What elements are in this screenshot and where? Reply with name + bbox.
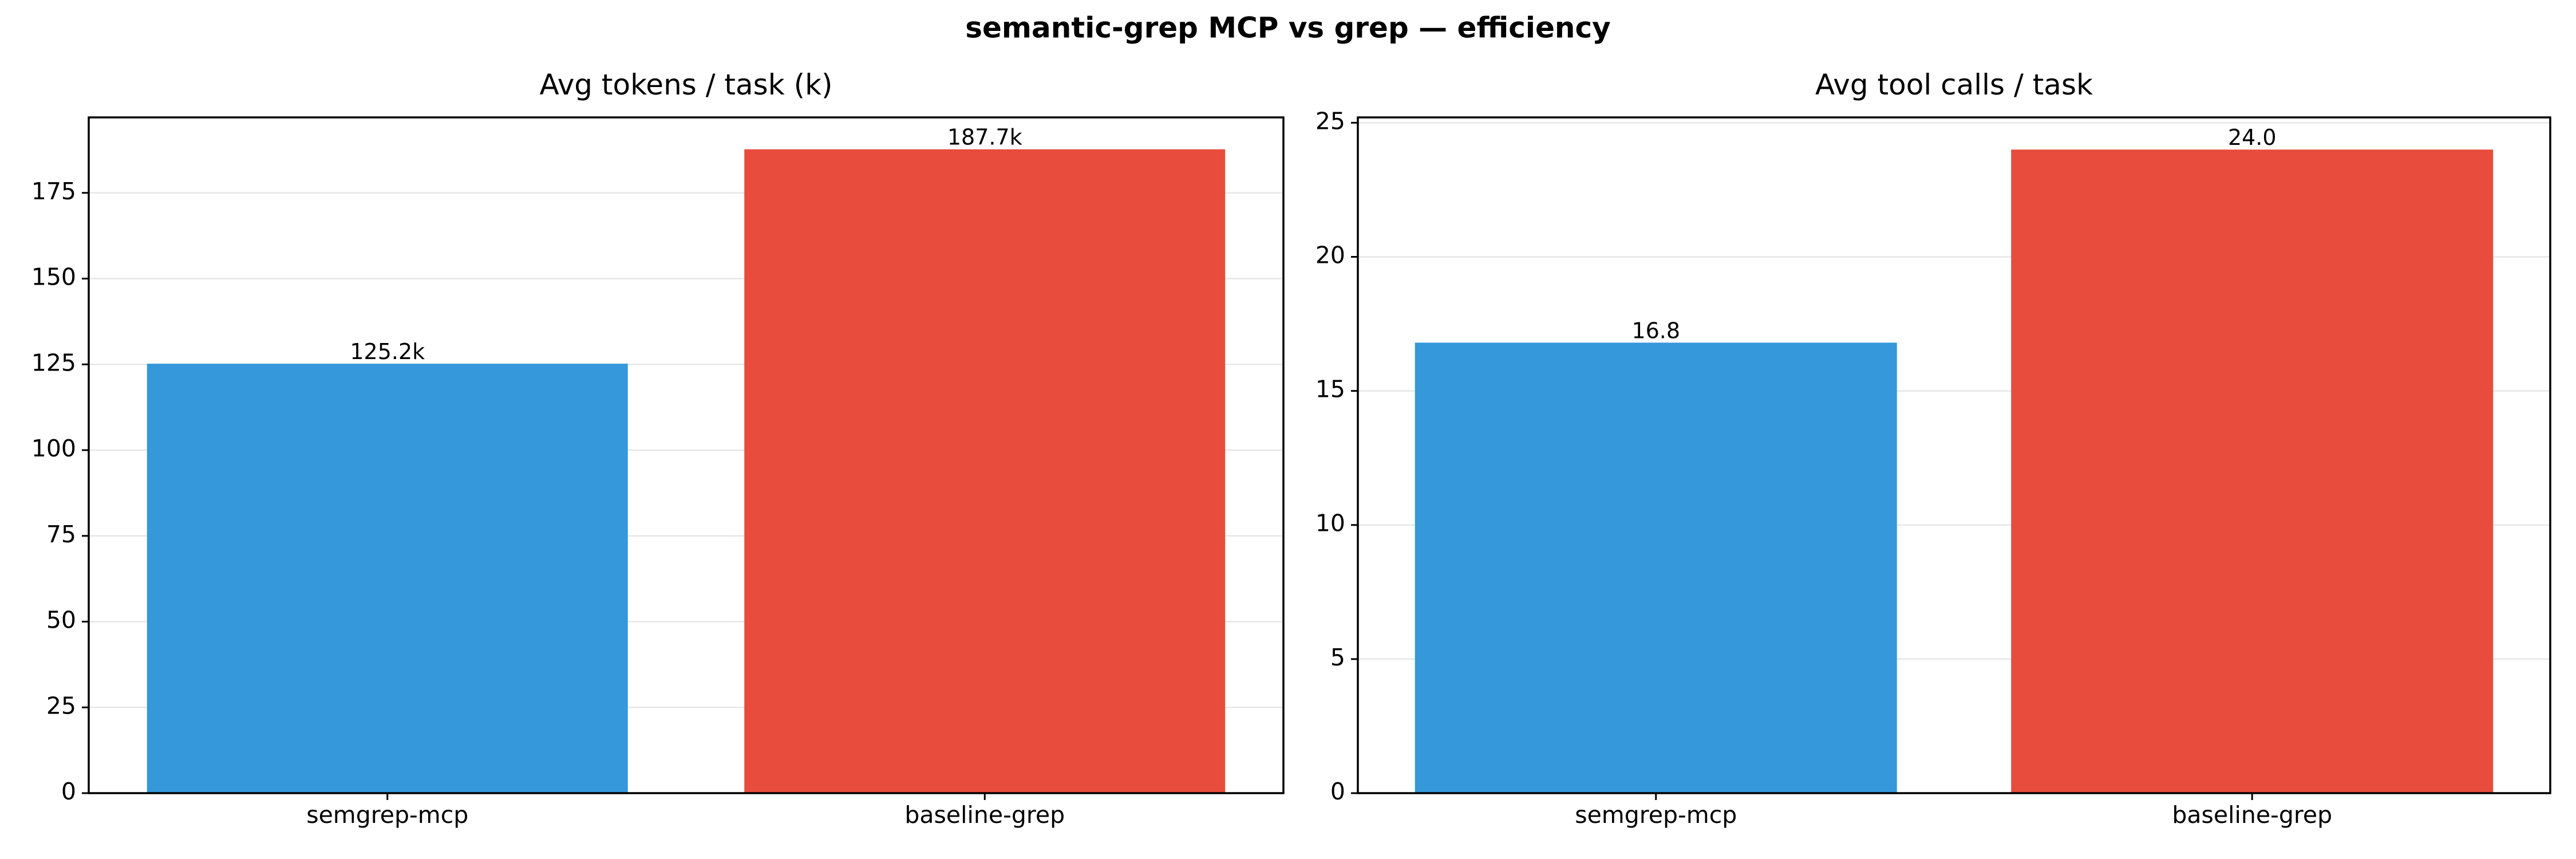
x-tick-label: baseline-grep: [904, 801, 1065, 829]
tool-calls-chart-panel: 16.8 24.0 0 5 10 15 20 25 semgrep-mcp baseline-gr…: [1315, 68, 2551, 829]
bar-semgrep-mcp: [147, 364, 628, 793]
bar-baseline-grep: [744, 149, 1226, 794]
y-tick-label: 50: [46, 606, 76, 634]
y-tick-label: 25: [46, 692, 76, 719]
x-tick-label: semgrep-mcp: [1575, 801, 1737, 829]
y-tick-label: 20: [1315, 241, 1345, 269]
tokens-chart-panel: 125.2k 187.7k 0 25 50 75 100 125 150 175 semgrep-m…: [31, 68, 1285, 829]
axes-frame: [1357, 116, 2551, 794]
bar-value-label: 16.8: [1631, 318, 1680, 343]
y-tick-label: 0: [61, 778, 76, 805]
y-tick-label: 5: [1330, 644, 1345, 671]
y-tick-label: 125: [31, 349, 76, 376]
y-tick-label: 175: [31, 178, 76, 205]
figure-title: semantic-grep MCP vs grep — efficiency: [965, 11, 1611, 45]
x-tick-label: baseline-grep: [2172, 801, 2332, 829]
chart-title: Avg tokens / task (k): [539, 68, 832, 101]
y-tick-label: 100: [31, 435, 76, 462]
bar-value-label: 187.7k: [947, 125, 1022, 150]
bar-value-label: 24.0: [2228, 125, 2277, 150]
y-tick-label: 15: [1315, 376, 1345, 403]
y-tick-label: 25: [1315, 107, 1345, 135]
bar-value-label: 125.2k: [350, 339, 425, 364]
bar-semgrep-mcp: [1415, 342, 1897, 793]
y-tick-label: 0: [1330, 778, 1345, 805]
y-tick-label: 150: [31, 263, 76, 291]
axes-frame: [88, 116, 1285, 794]
bar-baseline-grep: [2011, 149, 2494, 794]
chart-title: Avg tool calls / task: [1815, 68, 2093, 101]
x-tick-label: semgrep-mcp: [306, 801, 468, 829]
y-tick-label: 75: [46, 521, 76, 548]
y-tick-label: 10: [1315, 510, 1345, 537]
